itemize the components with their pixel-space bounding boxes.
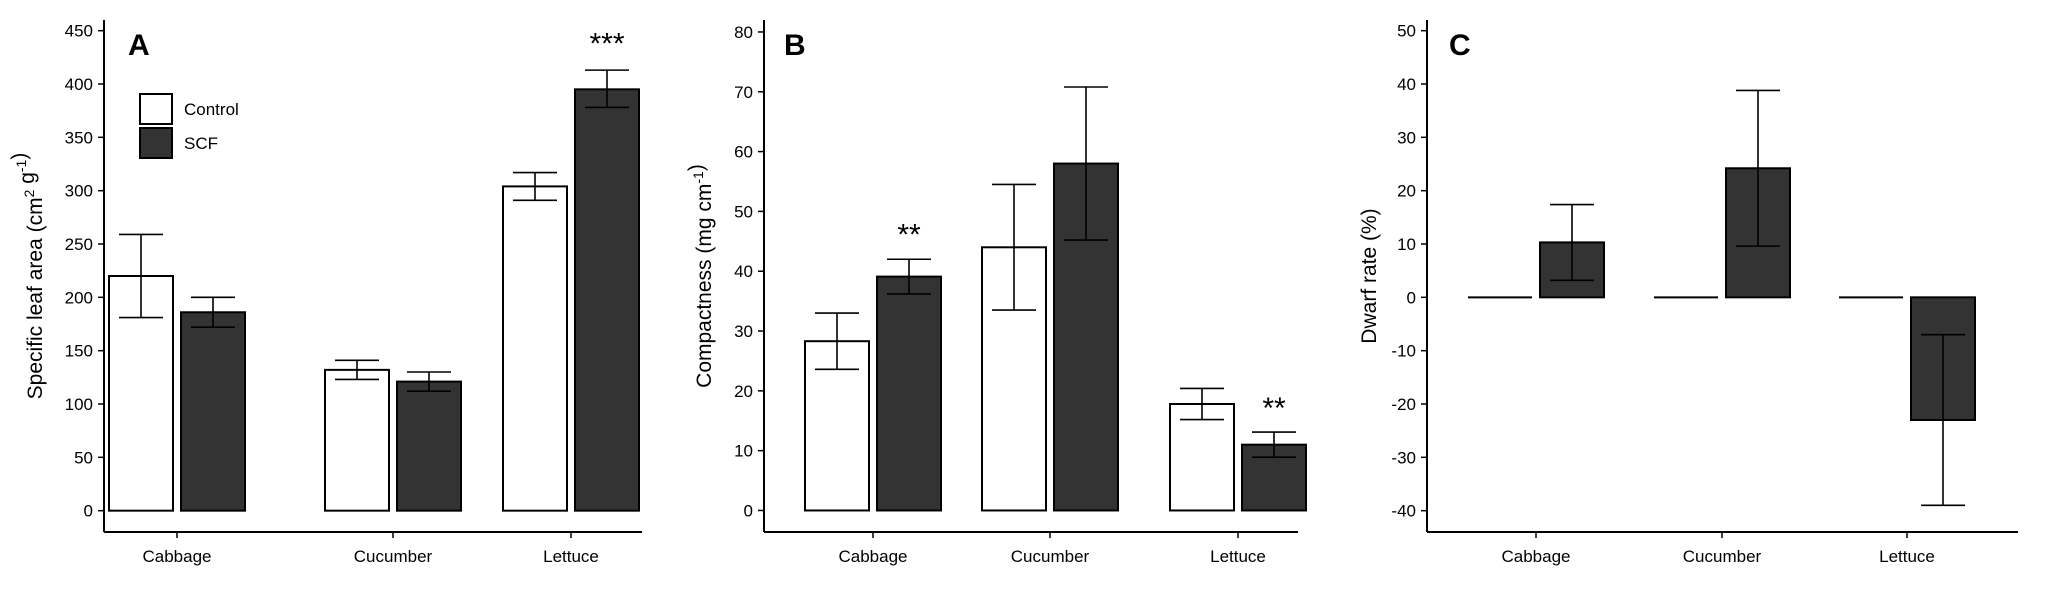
significance-marker: ** bbox=[897, 218, 921, 251]
y-axis-title-superscript: 2 bbox=[21, 189, 37, 197]
y-axis-title-part: g bbox=[16, 172, 39, 190]
y-tick-label: 250 bbox=[65, 235, 93, 254]
panel-a: 0 50 100 150 200 250 300 350 400 450 Specific leaf… bbox=[8, 20, 642, 566]
y-tick-label: 150 bbox=[65, 342, 93, 361]
bar-scf bbox=[396, 380, 462, 512]
panel-letter: B bbox=[784, 29, 806, 62]
legend: Control SCF bbox=[139, 93, 239, 159]
y-tick-label: 200 bbox=[65, 288, 93, 307]
y-tick-label: 20 bbox=[734, 382, 753, 401]
panel-b: 0 10 20 30 40 50 60 70 80 Compactness (mg cm-1) B C… bbox=[685, 20, 1307, 566]
y-tick-label: 70 bbox=[734, 83, 753, 102]
bar-control bbox=[1169, 403, 1235, 512]
y-tick-label: 300 bbox=[65, 182, 93, 201]
y-axis-title-superscript: -1 bbox=[13, 159, 29, 172]
y-axis-title-superscript: -1 bbox=[690, 171, 706, 184]
significance-marker: *** bbox=[589, 27, 624, 60]
legend-label-scf: SCF bbox=[184, 134, 218, 153]
x-tick-label: Cabbage bbox=[1501, 547, 1570, 566]
x-tick-label: Lettuce bbox=[1879, 547, 1935, 566]
bar-control bbox=[108, 275, 174, 512]
y-tick-label: 350 bbox=[65, 128, 93, 147]
x-tick-label: Lettuce bbox=[543, 547, 599, 566]
y-tick-label: 450 bbox=[65, 22, 93, 41]
y-tick-label: -30 bbox=[1391, 448, 1416, 467]
y-axis-title-part: Compactness (mg cm bbox=[693, 184, 716, 388]
y-tick-label: -40 bbox=[1391, 502, 1416, 521]
legend-label-control: Control bbox=[184, 100, 239, 119]
bar-scf bbox=[876, 275, 942, 512]
y-tick-label: 30 bbox=[734, 322, 753, 341]
y-tick-label: 20 bbox=[1397, 182, 1416, 201]
panel-c: -40 -30 -20 -10 0 10 20 30 40 50 Dwarf rate (%) C Ca… bbox=[1358, 20, 2018, 566]
legend-swatch-scf bbox=[139, 127, 173, 159]
y-tick-label: 40 bbox=[1397, 75, 1416, 94]
y-tick-label: -20 bbox=[1391, 395, 1416, 414]
panel-letter: A bbox=[128, 29, 150, 62]
y-axis-title-part: Specific leaf area (cm bbox=[24, 197, 47, 399]
x-tick-label: Cabbage bbox=[142, 547, 211, 566]
legend-swatch-control bbox=[139, 93, 173, 125]
significance-marker: ** bbox=[1262, 392, 1286, 425]
y-tick-label: 400 bbox=[65, 75, 93, 94]
bar-scf bbox=[180, 311, 246, 512]
y-tick-label: 60 bbox=[734, 143, 753, 162]
panel-letter: C bbox=[1449, 29, 1471, 62]
y-axis-title: Specific leaf area (cm2 g-1) bbox=[8, 153, 47, 400]
x-tick-label: Cabbage bbox=[838, 547, 907, 566]
x-tick-label: Cucumber bbox=[1683, 547, 1762, 566]
bar-control bbox=[324, 368, 390, 512]
y-axis-title: Dwarf rate (%) bbox=[1358, 208, 1381, 343]
y-tick-label: 30 bbox=[1397, 128, 1416, 147]
x-tick-label: Lettuce bbox=[1210, 547, 1266, 566]
y-tick-label: 100 bbox=[65, 395, 93, 414]
bar-control bbox=[502, 185, 568, 512]
y-axis-title-part: ) bbox=[685, 164, 708, 171]
y-tick-label: 80 bbox=[734, 23, 753, 42]
y-tick-label: 40 bbox=[734, 262, 753, 281]
y-tick-label: -10 bbox=[1391, 342, 1416, 361]
x-tick-label: Cucumber bbox=[1011, 547, 1090, 566]
y-axis-title-part: ) bbox=[8, 153, 31, 160]
y-axis-title-part: Dwarf rate (%) bbox=[1358, 208, 1381, 343]
y-axis-title: Compactness (mg cm-1) bbox=[685, 164, 716, 388]
y-tick-label: 0 bbox=[84, 502, 93, 521]
y-tick-label: 10 bbox=[734, 442, 753, 461]
y-tick-label: 0 bbox=[744, 501, 753, 520]
y-tick-label: 10 bbox=[1397, 235, 1416, 254]
y-tick-label: 50 bbox=[74, 448, 93, 467]
bar-scf bbox=[574, 88, 640, 512]
x-tick-label: Cucumber bbox=[354, 547, 433, 566]
y-tick-label: 50 bbox=[734, 202, 753, 221]
y-tick-label: 0 bbox=[1407, 288, 1416, 307]
y-tick-label: 50 bbox=[1397, 22, 1416, 41]
